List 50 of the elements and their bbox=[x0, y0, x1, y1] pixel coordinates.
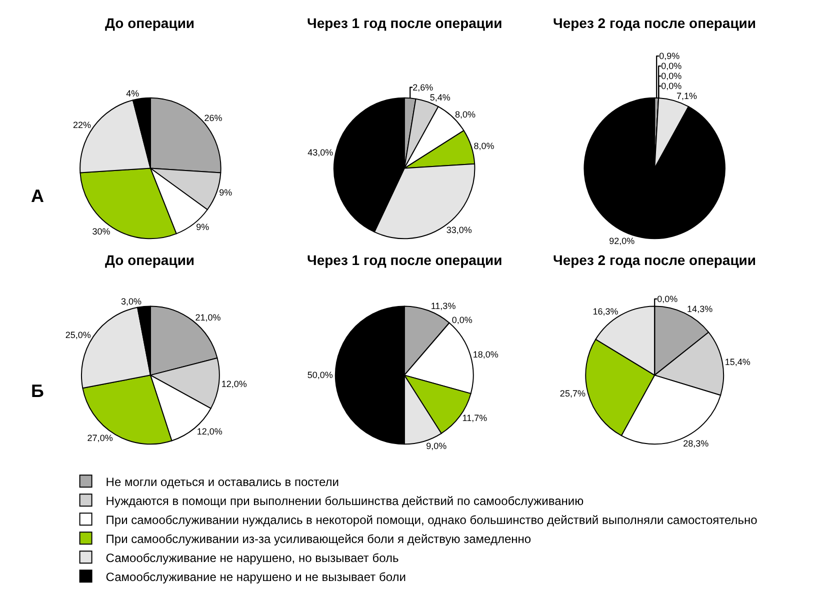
data-label: 21,0% bbox=[195, 312, 221, 323]
chart-title: Через 2 года после операции bbox=[553, 15, 756, 31]
data-label: 11,3% bbox=[430, 301, 456, 312]
data-label: 2,6% bbox=[412, 82, 434, 92]
data-label: 9,0% bbox=[426, 441, 447, 452]
text: 0,0% bbox=[661, 61, 682, 72]
data-label: 5,4% bbox=[430, 92, 450, 102]
data-label: 26% bbox=[204, 112, 222, 123]
text: 0,0% bbox=[657, 294, 678, 304]
data-label: 11,7% bbox=[462, 413, 488, 424]
data-label: 7,1% bbox=[676, 91, 698, 102]
data-label: 30% bbox=[92, 226, 110, 236]
data-label: 33,0% bbox=[446, 224, 472, 235]
legend-label: Самообслуживание не нарушено и не вызывает боли bbox=[106, 570, 406, 584]
data-label: 16,3% bbox=[592, 306, 618, 316]
data-label: 15,4% bbox=[724, 357, 750, 368]
data-label: 27,0% bbox=[87, 433, 113, 444]
data-label: 92,0% bbox=[609, 236, 635, 246]
data-label: 3,0% bbox=[120, 296, 142, 307]
data-label: 9% bbox=[219, 188, 232, 198]
data-label: 43,0% bbox=[308, 148, 334, 158]
chart-title: До операции bbox=[105, 15, 195, 31]
legend-label: Нуждаются в помощи при выполнении большинства действий по самообслуживанию bbox=[106, 494, 584, 508]
data-label: 0,9% bbox=[659, 51, 680, 62]
data-label: 25,7% bbox=[560, 388, 586, 398]
data-label: 18,0% bbox=[472, 350, 498, 360]
data-label: 12,0% bbox=[221, 378, 247, 389]
chart-title: Через 2 года после операции bbox=[553, 252, 756, 268]
chart-title: Через 1 год после операции bbox=[307, 15, 502, 31]
data-label: 25,0% bbox=[65, 330, 91, 340]
legend-label: Не могли одеться и оставались в постели bbox=[106, 474, 340, 489]
data-label: 22% bbox=[72, 120, 92, 130]
data-label: 28,3% bbox=[683, 438, 709, 448]
text: 0,0% bbox=[661, 71, 682, 82]
text: 0,0% bbox=[452, 314, 472, 325]
legend-label: При самообслуживании из-за усиливающейся боли я действую замедленно bbox=[106, 532, 532, 546]
data-label: 50,0% bbox=[307, 370, 333, 380]
chart-title: Через 1 год после операции bbox=[307, 252, 502, 268]
text: 0,0% bbox=[661, 81, 682, 92]
data-label: 4% bbox=[126, 88, 140, 99]
legend-label: Самообслуживание не нарушено, но вызывает боль bbox=[106, 550, 399, 565]
data-label: 14,3% bbox=[687, 304, 713, 314]
text: Б bbox=[31, 381, 44, 401]
data-label: 8,0% bbox=[474, 141, 494, 152]
data-label: 9% bbox=[196, 222, 210, 232]
chart-title: До операции bbox=[105, 252, 195, 268]
data-label: 8,0% bbox=[455, 109, 476, 120]
legend-label: При самообслуживании нуждались в некоторой помощи, однако большинство действий выполняли самостоятельно bbox=[106, 512, 758, 527]
text: А bbox=[31, 186, 44, 206]
data-label: 12,0% bbox=[196, 426, 222, 436]
